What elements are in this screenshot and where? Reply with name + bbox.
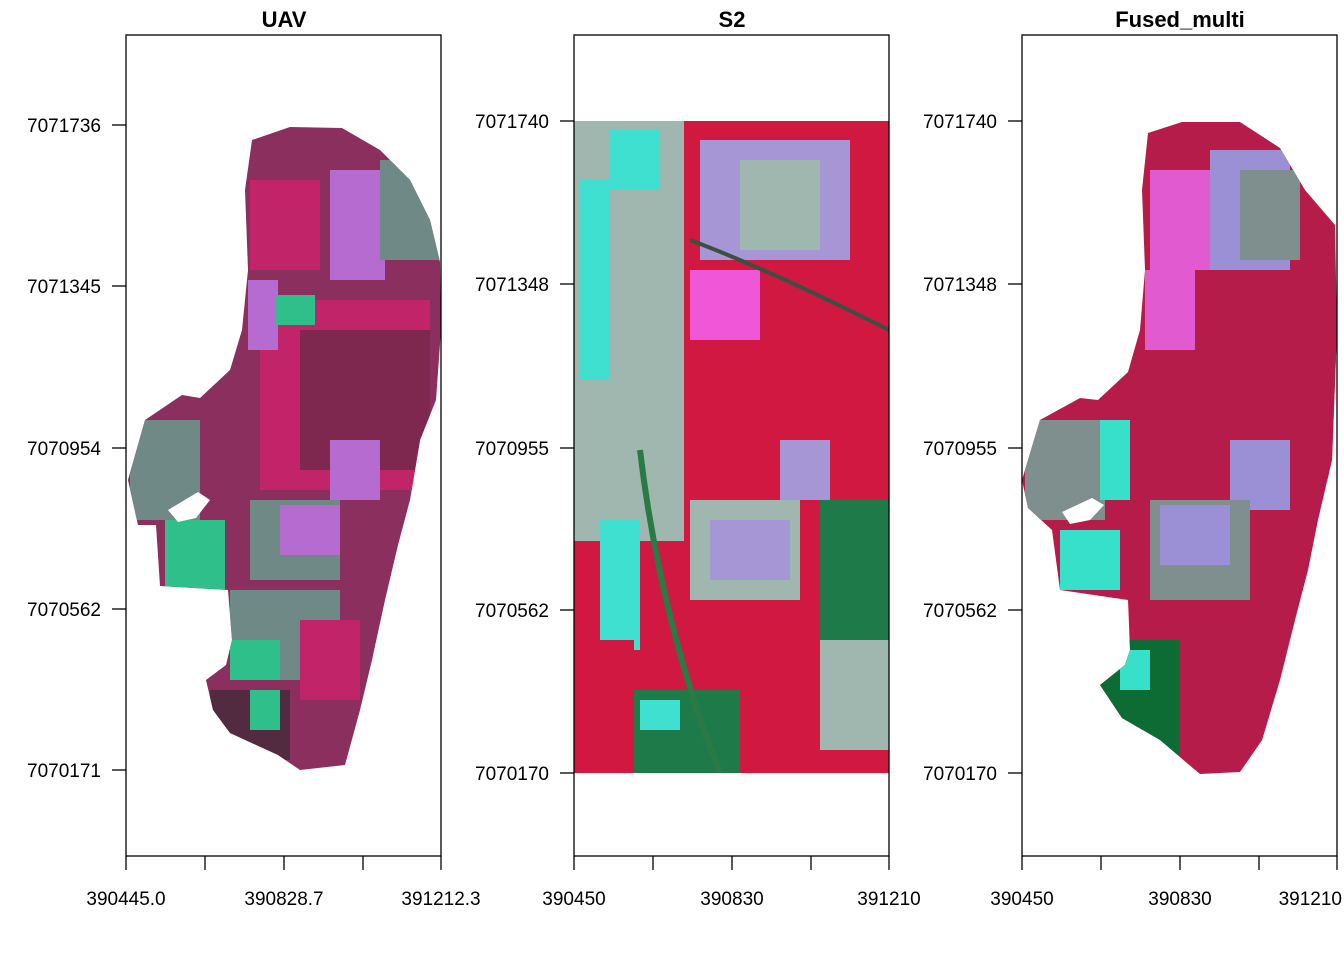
x-axis: 390450 390830 391210 <box>990 856 1342 910</box>
x-tick-label: 390450 <box>542 889 605 910</box>
y-tick-label: 7071740 <box>923 112 997 133</box>
x-tick-label: 390830 <box>1148 889 1211 910</box>
y-axis: 7071736 7071345 7070954 7070562 7070171 <box>27 116 126 782</box>
x-axis: 390445.0 390828.7 391212.3 <box>86 856 481 910</box>
y-tick-label: 7070171 <box>27 761 101 782</box>
x-axis: 390450 390830 391210 <box>542 856 921 910</box>
nodata-hole <box>1062 498 1104 524</box>
y-tick-label: 7071736 <box>27 116 101 137</box>
y-tick-label: 7070170 <box>475 764 549 785</box>
y-axis: 7071740 7071348 7070955 7070562 7070170 <box>475 112 574 785</box>
y-tick-label: 7070562 <box>475 601 549 622</box>
y-axis: 7071740 7071348 7070955 7070562 7070170 <box>923 112 1022 785</box>
panel-fused-multi: Fused_multi 7071740 707 <box>923 7 1342 910</box>
y-tick-label: 7071345 <box>27 277 101 298</box>
y-tick-label: 7070955 <box>475 439 549 460</box>
y-tick-label: 7071740 <box>475 112 549 133</box>
x-tick-label: 390450 <box>990 889 1053 910</box>
panel-uav: UAV <box>27 7 481 910</box>
panel-title: UAV <box>262 7 307 32</box>
y-tick-label: 7070562 <box>923 601 997 622</box>
y-tick-label: 7070954 <box>27 439 101 460</box>
panel-s2: S2 707 <box>475 7 921 910</box>
nodata-hole <box>168 492 210 522</box>
x-tick-label: 390828.7 <box>244 889 323 910</box>
y-tick-label: 7070562 <box>27 600 101 621</box>
x-tick-label: 391210 <box>857 889 920 910</box>
y-tick-label: 7071348 <box>475 275 549 296</box>
x-tick-label: 390445.0 <box>86 889 165 910</box>
y-tick-label: 7070170 <box>923 764 997 785</box>
x-tick-label: 391212.3 <box>401 889 480 910</box>
raster-image-uav <box>128 127 441 770</box>
y-tick-label: 7071348 <box>923 275 997 296</box>
raster-image-fused-multi <box>1022 122 1337 774</box>
panel-title: Fused_multi <box>1115 7 1245 32</box>
x-tick-label: 390830 <box>700 889 763 910</box>
y-tick-label: 7070955 <box>923 439 997 460</box>
raster-image-s2 <box>574 121 889 773</box>
panel-title: S2 <box>719 7 746 32</box>
x-tick-label: 391210 <box>1279 889 1342 910</box>
